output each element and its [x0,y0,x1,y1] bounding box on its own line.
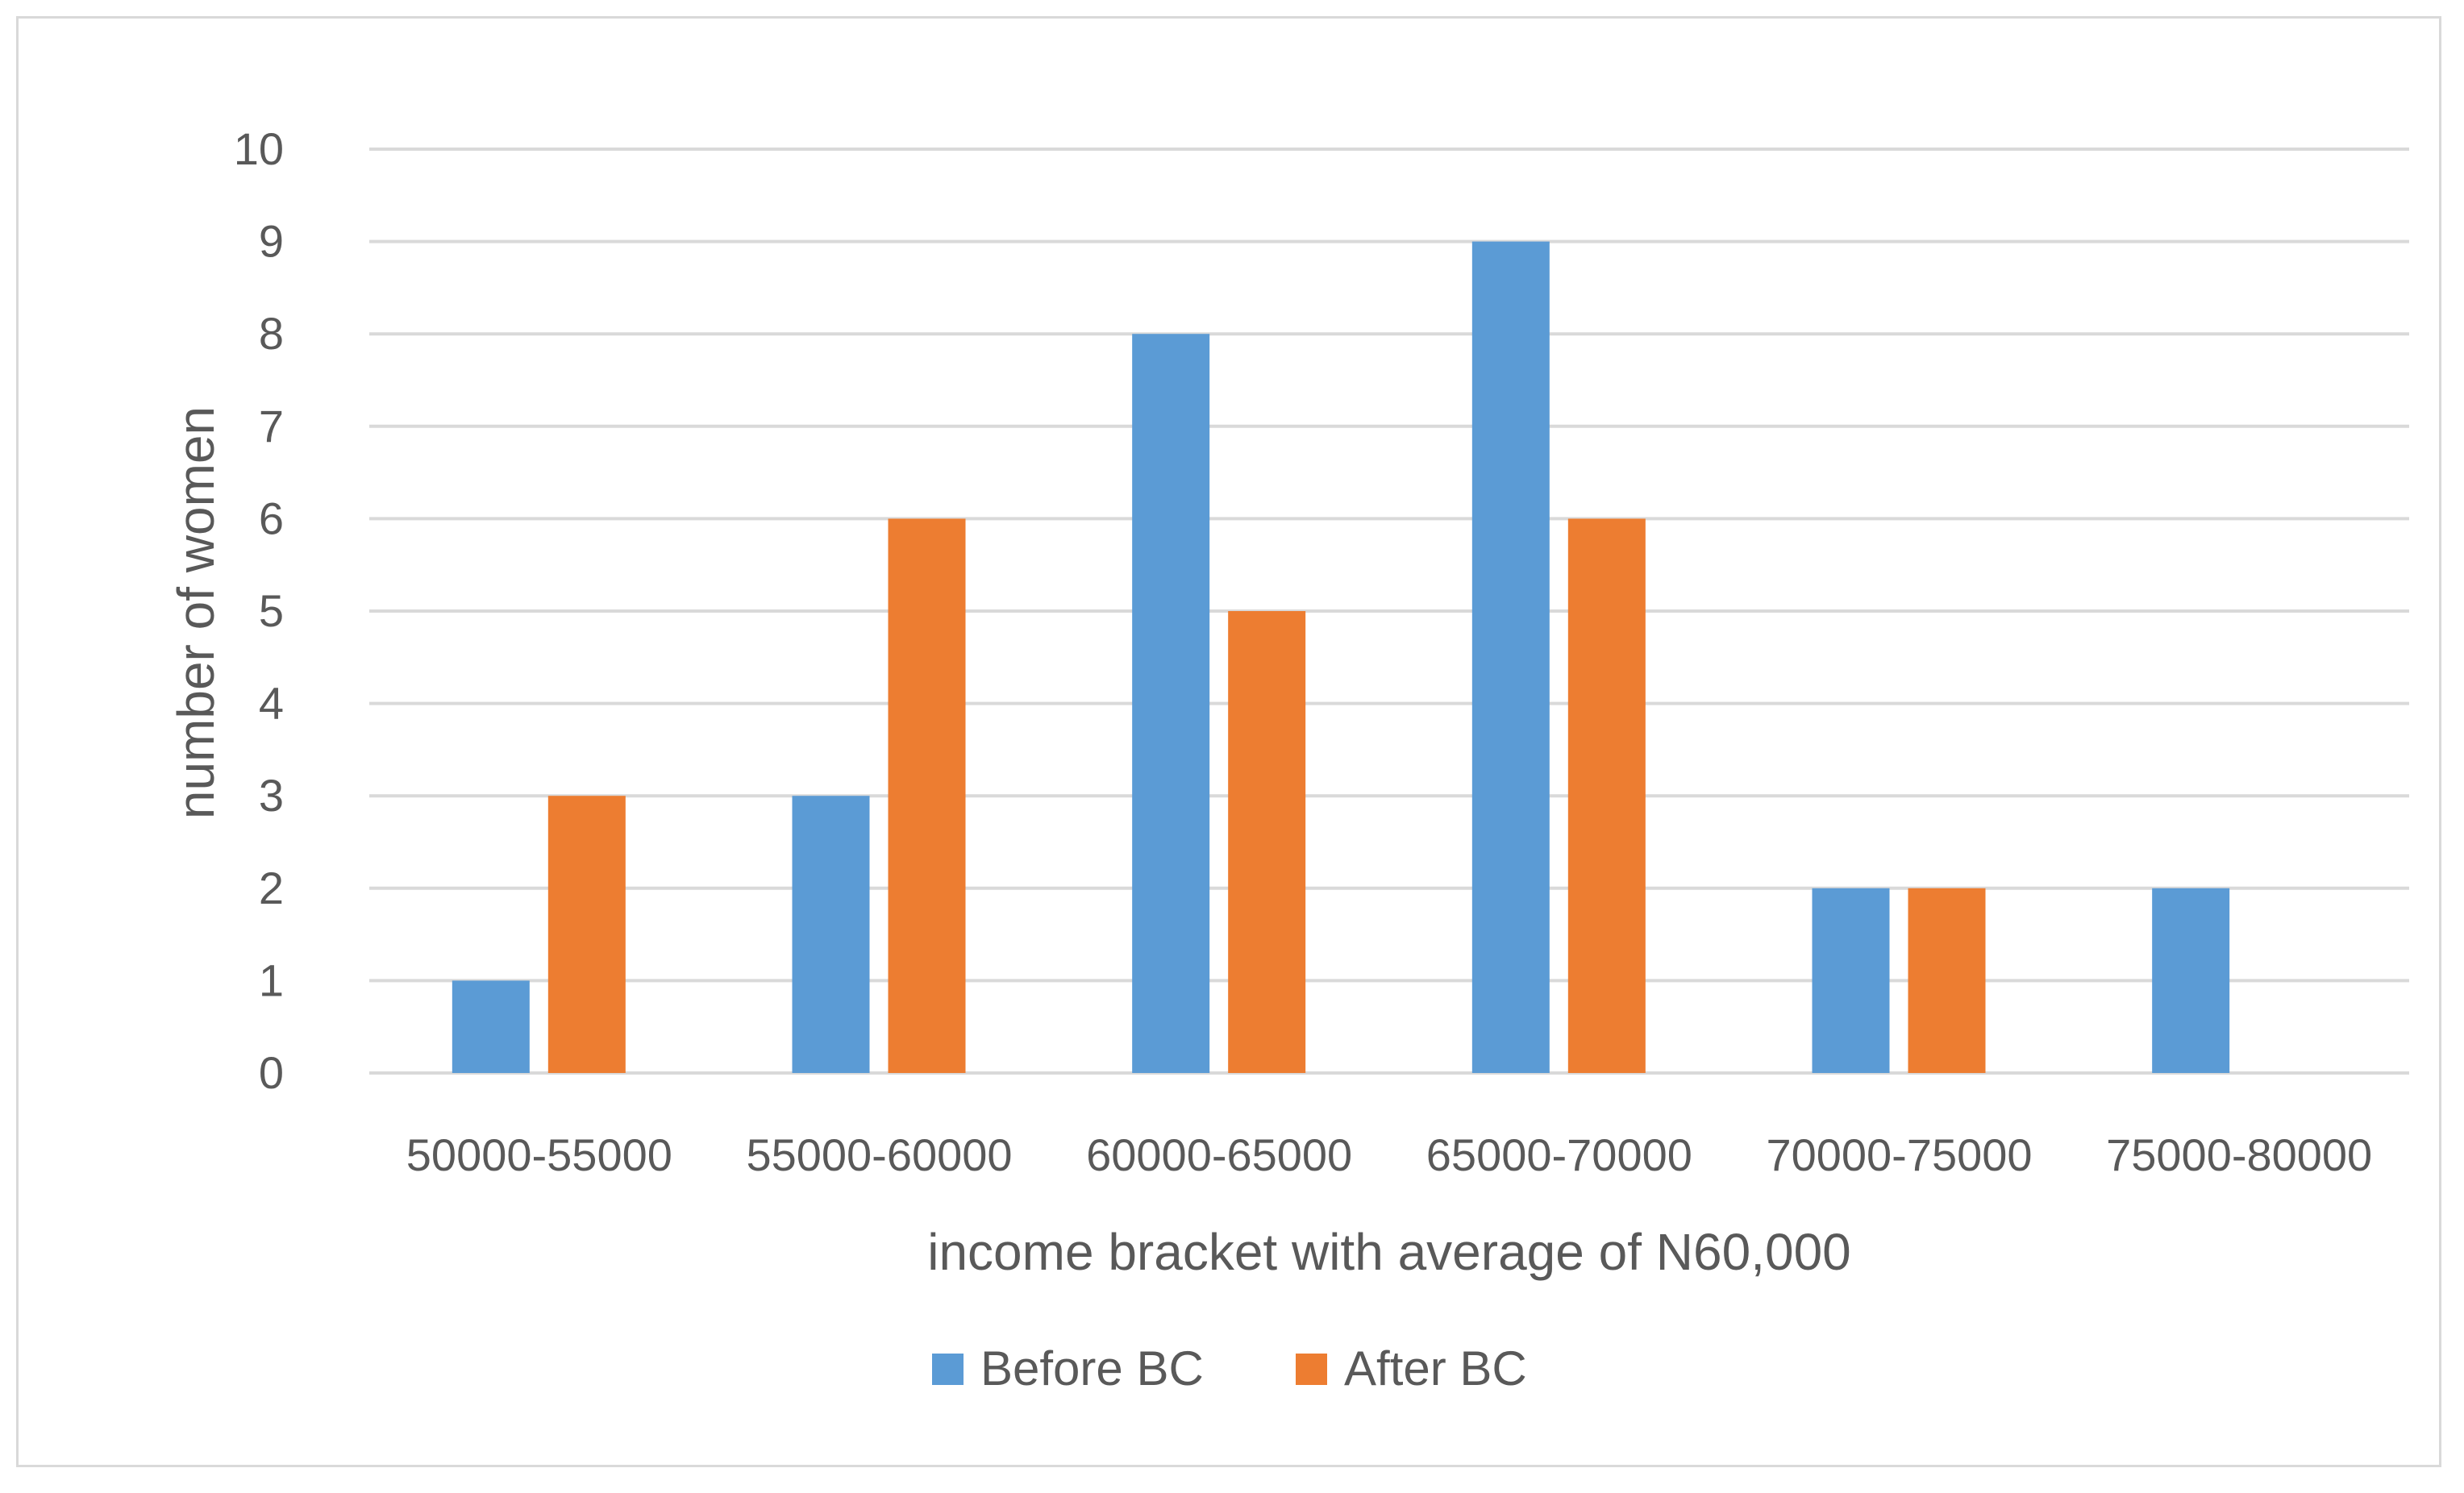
bar-before-bc [1812,888,1890,1073]
y-tick-label: 7 [259,401,284,451]
x-tick-label: 50000-55000 [406,1129,672,1180]
legend-swatch [1296,1354,1327,1385]
bar-before-bc [452,980,530,1073]
legend-swatch [932,1354,964,1385]
bar-before-bc [2152,888,2230,1073]
y-tick-label: 9 [259,216,284,267]
y-tick-label: 10 [234,123,284,174]
legend-label: After BC [1344,1341,1527,1395]
x-tick-label: 65000-70000 [1426,1129,1692,1180]
legend: Before BC After BC [932,1341,1527,1395]
bar-before-bc [792,796,870,1073]
bar-after-bc [1228,611,1306,1073]
y-tick-label: 1 [259,954,284,1005]
bar-before-bc [1132,334,1210,1073]
y-tick-label: 5 [259,585,284,636]
bar-after-bc [888,518,966,1073]
y-tick-label: 0 [259,1047,284,1098]
x-tick-label: 60000-65000 [1086,1129,1352,1180]
x-tick-label: 70000-75000 [1766,1129,2032,1180]
y-tick-label: 6 [259,493,284,543]
y-tick-label: 2 [259,863,284,913]
bar-before-bc [1471,241,1550,1074]
y-tick-label: 3 [259,770,284,821]
bar-after-bc [1567,518,1646,1073]
legend-label: Before BC [980,1341,1204,1395]
bar-after-bc [547,796,626,1073]
x-tick-label: 55000-60000 [746,1129,1012,1180]
y-tick-label: 4 [259,678,284,729]
chart-border [16,16,2441,1467]
y-axis-title: number of women [167,406,225,819]
bar-after-bc [1908,888,1986,1073]
y-tick-label: 8 [259,308,284,359]
x-tick-label: 75000-80000 [2106,1129,2372,1180]
x-axis-title: income bracket with average of N60,000 [927,1223,1851,1281]
